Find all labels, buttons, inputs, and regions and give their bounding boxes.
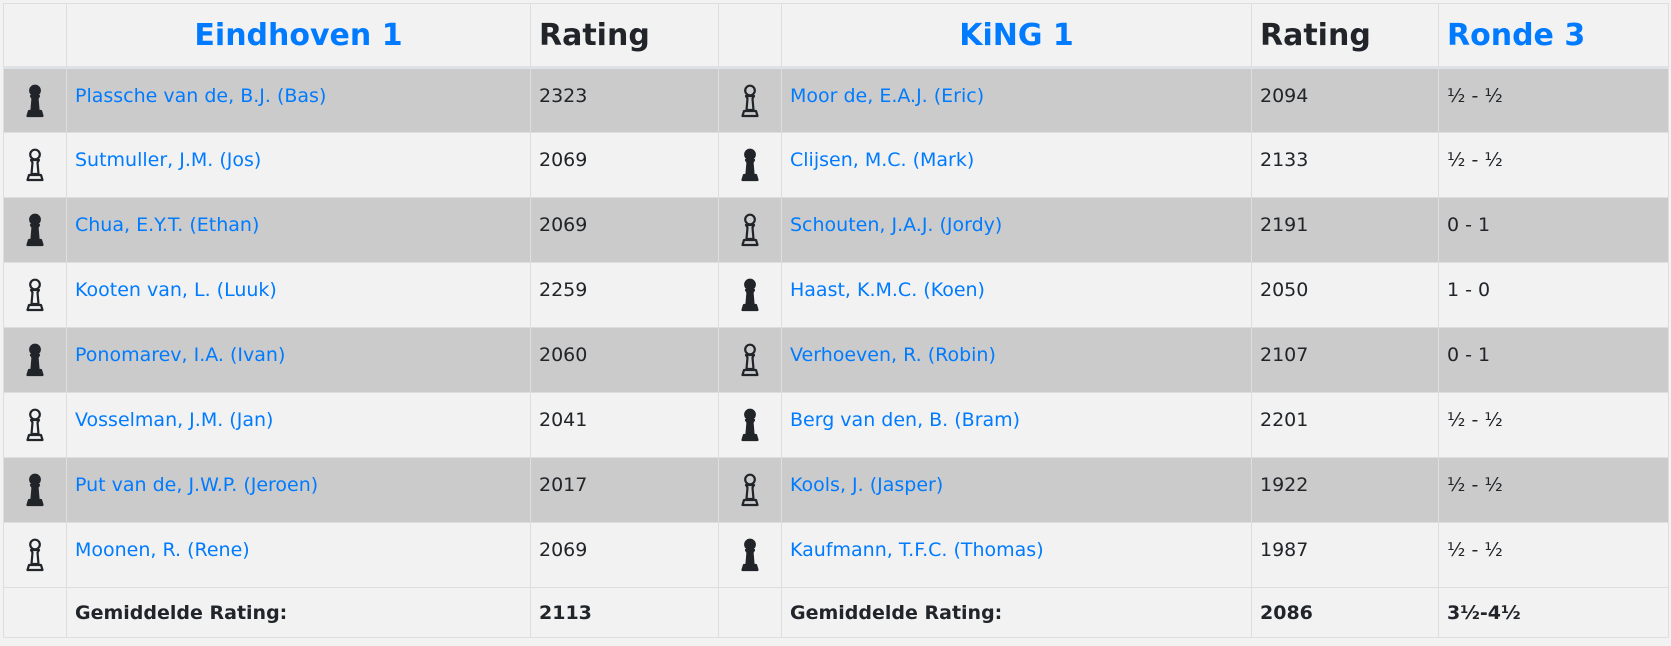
away-rating: 2094: [1251, 67, 1439, 133]
home-rating: 2323: [530, 67, 719, 133]
white-pawn-icon: [3, 392, 67, 458]
result: ½ - ½: [1438, 67, 1669, 133]
white-pawn-icon: [718, 67, 782, 133]
header-empty: [3, 3, 67, 69]
table-row: Plassche van de, B.J. (Bas) 2323 Moor de…: [3, 67, 1669, 133]
home-rating: 2017: [530, 457, 719, 523]
away-player-cell: Clijsen, M.C. (Mark): [781, 132, 1252, 198]
away-player-cell: Schouten, J.A.J. (Jordy): [781, 197, 1252, 263]
table-row: Kooten van, L. (Luuk) 2259 Haast, K.M.C.…: [3, 262, 1669, 328]
result: 0 - 1: [1438, 327, 1669, 393]
home-player-cell: Plassche van de, B.J. (Bas): [66, 67, 531, 133]
white-pawn-icon: [718, 457, 782, 523]
away-player-link[interactable]: Berg van den, B. (Bram): [790, 409, 1021, 431]
header-empty: [718, 3, 782, 69]
home-rating: 2259: [530, 262, 719, 328]
away-player-cell: Verhoeven, R. (Robin): [781, 327, 1252, 393]
footer-empty: [3, 587, 67, 638]
table-row: Put van de, J.W.P. (Jeroen) 2017 Kools, …: [3, 457, 1669, 523]
white-pawn-icon: [718, 327, 782, 393]
home-rating: 2060: [530, 327, 719, 393]
home-player-link[interactable]: Ponomarev, I.A. (Ivan): [75, 344, 286, 366]
home-player-link[interactable]: Plassche van de, B.J. (Bas): [75, 85, 327, 107]
table-row: Ponomarev, I.A. (Ivan) 2060 Verhoeven, R…: [3, 327, 1669, 393]
black-pawn-icon: [3, 67, 67, 133]
home-player-cell: Moonen, R. (Rene): [66, 522, 531, 588]
away-rating: 1987: [1251, 522, 1439, 588]
home-rating: 2069: [530, 197, 719, 263]
footer-empty: [718, 587, 782, 638]
away-player-link[interactable]: Moor de, E.A.J. (Eric): [790, 85, 985, 107]
away-rating: 2050: [1251, 262, 1439, 328]
table-row: Moonen, R. (Rene) 2069 Kaufmann, T.F.C. …: [3, 522, 1669, 588]
match-table: Eindhoven 1 Rating KiNG 1 Rating Ronde 3…: [3, 3, 1669, 638]
home-player-cell: Chua, E.Y.T. (Ethan): [66, 197, 531, 263]
white-pawn-icon: [3, 522, 67, 588]
home-player-link[interactable]: Sutmuller, J.M. (Jos): [75, 149, 262, 171]
result: ½ - ½: [1438, 392, 1669, 458]
table-row: Chua, E.Y.T. (Ethan) 2069 Schouten, J.A.…: [3, 197, 1669, 263]
rating-header: Rating: [1251, 3, 1439, 69]
home-player-cell: Put van de, J.W.P. (Jeroen): [66, 457, 531, 523]
black-pawn-icon: [718, 262, 782, 328]
away-player-link[interactable]: Clijsen, M.C. (Mark): [790, 149, 975, 171]
black-pawn-icon: [3, 327, 67, 393]
home-player-link[interactable]: Chua, E.Y.T. (Ethan): [75, 214, 260, 236]
away-player-cell: Berg van den, B. (Bram): [781, 392, 1252, 458]
total-score: 3½-4½: [1438, 587, 1669, 638]
home-avg-rating: 2113: [530, 587, 719, 638]
home-player-link[interactable]: Put van de, J.W.P. (Jeroen): [75, 474, 319, 496]
round-header[interactable]: Ronde 3: [1438, 3, 1669, 69]
away-rating: 2133: [1251, 132, 1439, 198]
away-avg-rating: 2086: [1251, 587, 1439, 638]
result: 0 - 1: [1438, 197, 1669, 263]
table-row: Sutmuller, J.M. (Jos) 2069 Clijsen, M.C.…: [3, 132, 1669, 198]
home-player-cell: Ponomarev, I.A. (Ivan): [66, 327, 531, 393]
home-player-cell: Sutmuller, J.M. (Jos): [66, 132, 531, 198]
home-avg-label: Gemiddelde Rating:: [66, 587, 531, 638]
away-avg-label: Gemiddelde Rating:: [781, 587, 1252, 638]
black-pawn-icon: [718, 392, 782, 458]
home-player-cell: Vosselman, J.M. (Jan): [66, 392, 531, 458]
white-pawn-icon: [3, 262, 67, 328]
away-player-cell: Haast, K.M.C. (Koen): [781, 262, 1252, 328]
away-rating: 1922: [1251, 457, 1439, 523]
away-player-link[interactable]: Kools, J. (Jasper): [790, 474, 944, 496]
home-player-cell: Kooten van, L. (Luuk): [66, 262, 531, 328]
result: ½ - ½: [1438, 457, 1669, 523]
white-pawn-icon: [3, 132, 67, 198]
black-pawn-icon: [718, 132, 782, 198]
away-player-link[interactable]: Haast, K.M.C. (Koen): [790, 279, 985, 301]
header-row: Eindhoven 1 Rating KiNG 1 Rating Ronde 3: [3, 3, 1669, 69]
home-player-link[interactable]: Moonen, R. (Rene): [75, 539, 250, 561]
home-rating: 2041: [530, 392, 719, 458]
result: 1 - 0: [1438, 262, 1669, 328]
away-player-link[interactable]: Verhoeven, R. (Robin): [790, 344, 996, 366]
black-pawn-icon: [3, 457, 67, 523]
away-rating: 2191: [1251, 197, 1439, 263]
away-player-cell: Kaufmann, T.F.C. (Thomas): [781, 522, 1252, 588]
white-pawn-icon: [718, 197, 782, 263]
home-player-link[interactable]: Kooten van, L. (Luuk): [75, 279, 277, 301]
result: ½ - ½: [1438, 522, 1669, 588]
footer-row: Gemiddelde Rating: 2113 Gemiddelde Ratin…: [3, 587, 1669, 638]
rating-header: Rating: [530, 3, 719, 69]
black-pawn-icon: [718, 522, 782, 588]
away-rating: 2201: [1251, 392, 1439, 458]
home-team-header[interactable]: Eindhoven 1: [66, 3, 531, 69]
result: ½ - ½: [1438, 132, 1669, 198]
away-player-cell: Kools, J. (Jasper): [781, 457, 1252, 523]
home-rating: 2069: [530, 522, 719, 588]
home-player-link[interactable]: Vosselman, J.M. (Jan): [75, 409, 274, 431]
home-rating: 2069: [530, 132, 719, 198]
black-pawn-icon: [3, 197, 67, 263]
table-row: Vosselman, J.M. (Jan) 2041 Berg van den,…: [3, 392, 1669, 458]
away-rating: 2107: [1251, 327, 1439, 393]
away-team-header[interactable]: KiNG 1: [781, 3, 1252, 69]
away-player-link[interactable]: Kaufmann, T.F.C. (Thomas): [790, 539, 1044, 561]
away-player-cell: Moor de, E.A.J. (Eric): [781, 67, 1252, 133]
away-player-link[interactable]: Schouten, J.A.J. (Jordy): [790, 214, 1003, 236]
